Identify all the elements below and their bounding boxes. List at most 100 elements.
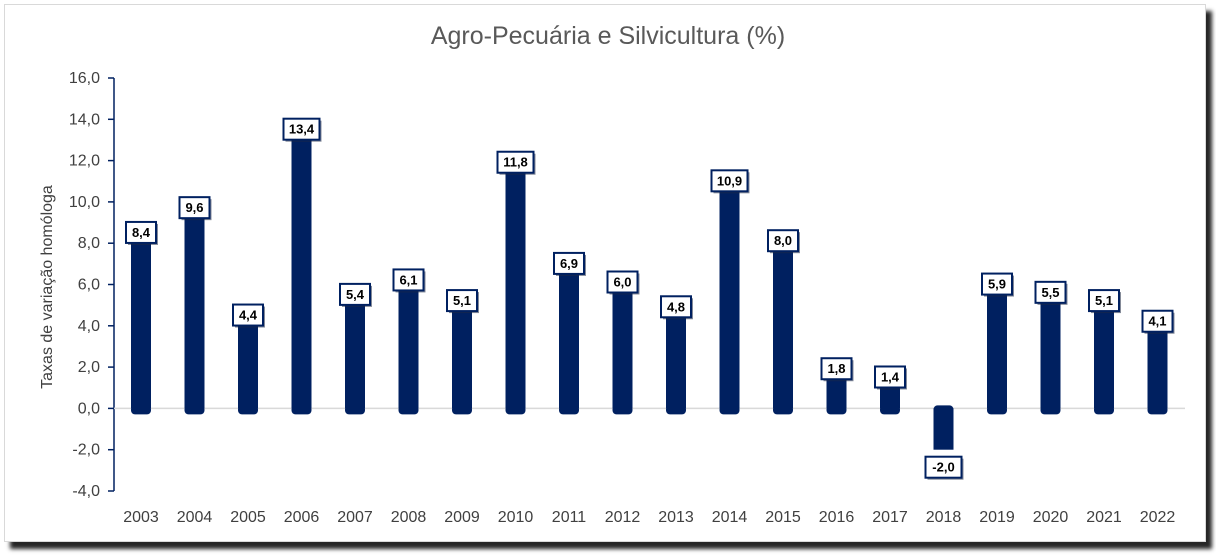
x-tick-label: 2007 <box>337 509 373 526</box>
bar-base-cap <box>291 405 312 415</box>
x-tick-label: 2017 <box>872 509 908 526</box>
data-label: 5,4 <box>346 287 365 302</box>
y-tick-label: 16,0 <box>69 70 100 87</box>
data-labels: 8,4 9,6 4,4 13,4 5,4 6,1 5,1 11,8 6,9 6,0 4,8 10,9 8… <box>125 117 1175 480</box>
data-label: 5,1 <box>1095 293 1113 308</box>
data-label-box <box>446 289 478 313</box>
y-tick-label: 10,0 <box>69 194 100 211</box>
data-label: -2,0 <box>932 460 954 475</box>
x-tick-label: 2012 <box>605 509 641 526</box>
bar <box>398 282 419 409</box>
data-label: 9,6 <box>185 200 203 215</box>
y-tick-label: 8,0 <box>78 235 100 252</box>
x-tick-label: 2021 <box>1086 509 1122 526</box>
y-tick-label: 4,0 <box>78 318 100 335</box>
x-tick-label: 2020 <box>1033 509 1069 526</box>
bar-base-cap <box>1094 405 1114 415</box>
x-tick-label: 2016 <box>819 509 855 526</box>
data-label: 13,4 <box>289 122 315 137</box>
data-label-box <box>710 169 749 193</box>
bar-base-cap <box>826 405 847 415</box>
data-label-box <box>1034 280 1067 304</box>
data-label: 6,0 <box>613 275 631 290</box>
y-tick-label: 12,0 <box>69 153 100 170</box>
y-tick-label: 14,0 <box>69 111 100 128</box>
data-label-box <box>981 272 1013 296</box>
x-tick-label: 2008 <box>391 509 427 526</box>
bar <box>184 210 205 409</box>
data-label: 1,4 <box>881 369 900 384</box>
x-tick-label: 2009 <box>444 509 480 526</box>
y-tick-label: -4,0 <box>72 483 100 500</box>
bar-base-cap <box>1040 405 1061 415</box>
data-label: 8,4 <box>132 225 151 240</box>
x-tick-label: 2014 <box>712 509 748 526</box>
bar <box>1094 303 1114 409</box>
data-label-box <box>1088 289 1120 313</box>
bar-base-cap <box>184 405 205 415</box>
data-label-box <box>282 117 321 141</box>
x-tick-label: 2004 <box>177 509 213 526</box>
bar <box>719 183 740 409</box>
data-label-box <box>496 150 535 174</box>
x-tick-label: 2019 <box>979 509 1015 526</box>
data-label-box <box>660 295 692 319</box>
data-label-box <box>232 303 264 327</box>
bar-base-cap <box>398 405 419 415</box>
bar <box>773 243 793 409</box>
data-label: 11,8 <box>503 155 528 170</box>
data-label-box <box>767 229 799 253</box>
x-tick-label: 2013 <box>658 509 694 526</box>
x-tick-label: 2005 <box>230 509 266 526</box>
x-tick-label: 2003 <box>123 509 159 526</box>
bar <box>612 284 633 409</box>
data-label: 5,9 <box>988 277 1006 292</box>
data-label-box <box>1141 309 1174 333</box>
bar <box>666 309 686 409</box>
data-label-box <box>392 268 425 292</box>
data-label-box <box>874 365 906 389</box>
chart-title: Agro-Pecuária e Silvicultura (%) <box>431 22 785 50</box>
bars <box>131 131 1168 450</box>
bar-base-cap <box>505 405 526 415</box>
data-label: 4,8 <box>667 299 685 314</box>
bar <box>452 303 472 409</box>
data-label: 5,1 <box>453 293 471 308</box>
bar-base-cap <box>719 405 740 415</box>
data-label: 8,0 <box>774 233 792 248</box>
y-tick-label: -2,0 <box>72 442 100 459</box>
bar <box>291 131 312 409</box>
bar-base-cap <box>773 405 793 415</box>
bar <box>933 408 954 450</box>
bar-base-cap <box>933 405 954 415</box>
data-label: 1,8 <box>827 361 845 376</box>
bar-base-cap <box>612 405 633 415</box>
data-label-box <box>125 220 157 244</box>
x-tick-label: 2015 <box>765 509 801 526</box>
bar-base-cap <box>559 405 579 415</box>
data-label: 4,4 <box>239 308 258 323</box>
bar-base-cap <box>345 405 365 415</box>
x-tick-label: 2018 <box>926 509 962 526</box>
data-label: 10,9 <box>717 173 742 188</box>
bar-base-cap <box>1147 405 1168 415</box>
y-tick-label: 0,0 <box>78 400 100 417</box>
bar <box>987 286 1007 409</box>
data-label-box <box>820 357 853 381</box>
y-tick-label: 2,0 <box>78 359 100 376</box>
data-label-box <box>606 270 639 294</box>
x-tick-label: 2006 <box>284 509 320 526</box>
bar <box>1040 294 1061 409</box>
data-label-box <box>924 455 963 479</box>
x-tick-label: 2011 <box>552 509 587 526</box>
bar <box>559 265 579 409</box>
bar-base-cap <box>131 405 151 415</box>
data-label-box <box>553 251 585 275</box>
bar <box>238 317 258 409</box>
bar <box>505 164 526 409</box>
bar <box>1147 323 1168 409</box>
x-tick-label: 2010 <box>498 509 534 526</box>
bar-base-cap <box>987 405 1007 415</box>
x-tick-label: 2022 <box>1140 509 1176 526</box>
